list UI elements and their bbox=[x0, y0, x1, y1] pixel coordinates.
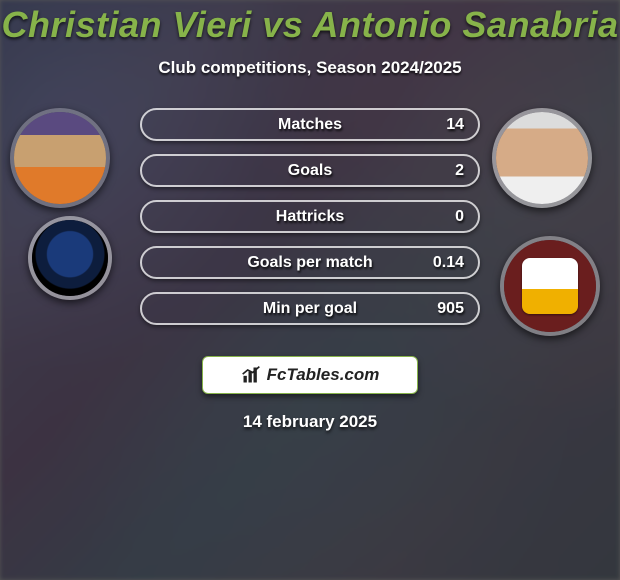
stat-right-value: 905 bbox=[423, 300, 478, 318]
brand-badge[interactable]: FcTables.com bbox=[202, 356, 418, 394]
stat-right-value: 0 bbox=[441, 208, 478, 226]
stat-right-value: 14 bbox=[432, 116, 478, 134]
stat-label: Matches bbox=[278, 116, 342, 134]
subtitle: Club competitions, Season 2024/2025 bbox=[158, 58, 461, 78]
stat-label: Hattricks bbox=[276, 208, 344, 226]
stat-label: Min per goal bbox=[263, 300, 357, 318]
stats-list: Matches 14 Goals 2 Hattricks 0 Goals per… bbox=[140, 108, 480, 325]
stat-row: Min per goal 905 bbox=[140, 292, 480, 325]
brand-text: FcTables.com bbox=[267, 365, 380, 385]
stat-right-value: 2 bbox=[441, 162, 478, 180]
player-right-avatar bbox=[492, 108, 592, 208]
bar-chart-icon bbox=[241, 365, 261, 385]
stat-right-value: 0.14 bbox=[419, 254, 478, 272]
stat-label: Goals bbox=[288, 162, 332, 180]
player-left-avatar bbox=[10, 108, 110, 208]
page-title: Christian Vieri vs Antonio Sanabria bbox=[2, 4, 619, 46]
stat-row: Hattricks 0 bbox=[140, 200, 480, 233]
stat-row: Goals per match 0.14 bbox=[140, 246, 480, 279]
club-right-badge bbox=[500, 236, 600, 336]
comparison-stage: Matches 14 Goals 2 Hattricks 0 Goals per… bbox=[0, 108, 620, 338]
date-text: 14 february 2025 bbox=[243, 412, 377, 432]
stat-row: Goals 2 bbox=[140, 154, 480, 187]
stat-label: Goals per match bbox=[247, 254, 372, 272]
stat-row: Matches 14 bbox=[140, 108, 480, 141]
club-left-badge bbox=[28, 216, 112, 300]
